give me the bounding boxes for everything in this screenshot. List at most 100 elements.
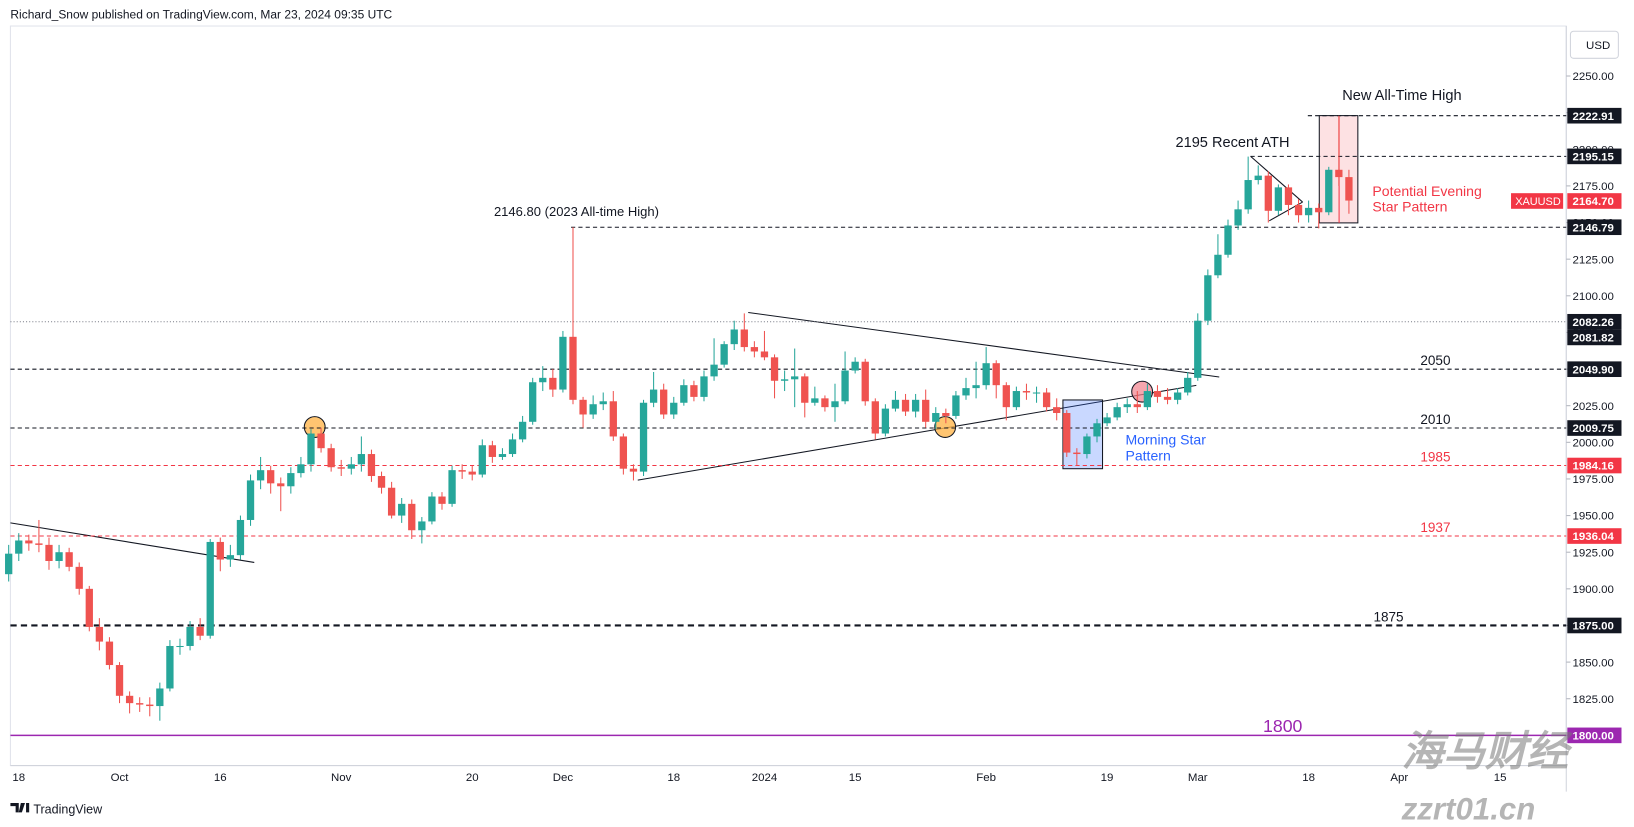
price-tag bbox=[1567, 727, 1622, 744]
header: Richard_Snow published on TradingView.co… bbox=[10, 8, 392, 22]
candle-body bbox=[952, 395, 960, 416]
y-tick-label: 2175.00 bbox=[1573, 181, 1614, 193]
candle-body bbox=[95, 626, 104, 642]
price-tag-label: 2081.82 bbox=[1573, 333, 1614, 345]
candle-body bbox=[347, 464, 355, 469]
candle-body bbox=[831, 401, 839, 408]
x-tick-label: 19 bbox=[1101, 772, 1114, 784]
candle-body bbox=[125, 695, 134, 704]
price-tag bbox=[1567, 420, 1622, 436]
x-tick-label: 20 bbox=[466, 772, 479, 784]
candle-body bbox=[750, 347, 759, 352]
candle-body bbox=[629, 468, 638, 472]
candle-body bbox=[85, 588, 93, 627]
candle-body bbox=[680, 385, 688, 403]
candle-body bbox=[418, 521, 426, 531]
candle-body bbox=[660, 389, 668, 415]
candle-body bbox=[881, 408, 890, 434]
candle-body bbox=[599, 401, 607, 405]
candle-body bbox=[1012, 391, 1021, 408]
candle-body bbox=[1103, 417, 1111, 424]
y-tick-label: 2125.00 bbox=[1573, 254, 1614, 266]
footer: TradingView bbox=[33, 802, 103, 816]
price-tag bbox=[1567, 361, 1622, 378]
candle-body bbox=[186, 626, 194, 646]
candle-body bbox=[428, 496, 436, 522]
candle-body bbox=[45, 544, 53, 561]
candle-body bbox=[1315, 207, 1323, 213]
candle-body bbox=[146, 704, 154, 707]
x-tick-label: Dec bbox=[553, 772, 574, 784]
price-tag-label: 2222.91 bbox=[1573, 111, 1615, 123]
level-note: 2195 Recent ATH bbox=[1175, 135, 1289, 151]
price-tag bbox=[1567, 107, 1622, 124]
candle-body bbox=[972, 385, 980, 389]
candle-body bbox=[1153, 391, 1162, 397]
candle-body bbox=[730, 329, 738, 345]
candle-body bbox=[468, 471, 476, 475]
price-tag bbox=[1567, 313, 1622, 330]
price-tag-label: 1800.00 bbox=[1573, 731, 1614, 743]
y-tick-label: 1950.00 bbox=[1573, 511, 1614, 523]
candle-body bbox=[317, 433, 325, 449]
candle-body bbox=[297, 464, 305, 474]
candle-body bbox=[438, 496, 446, 504]
candle-body bbox=[992, 363, 1000, 386]
candle-body bbox=[1214, 254, 1222, 276]
price-tag-label: 2146.79 bbox=[1573, 222, 1614, 234]
price-tag-label: 1936.04 bbox=[1573, 531, 1615, 543]
price-tag-label: 2049.90 bbox=[1573, 364, 1614, 376]
candle-body bbox=[1063, 413, 1071, 453]
candle-body bbox=[287, 473, 295, 487]
candle-body bbox=[1173, 392, 1182, 400]
y-tick-label: 1900.00 bbox=[1573, 584, 1614, 596]
x-tick-label: 15 bbox=[849, 772, 862, 784]
x-tick-label: 18 bbox=[667, 772, 680, 784]
candle-body bbox=[1083, 436, 1091, 455]
candle-body bbox=[1184, 377, 1192, 393]
candle-body bbox=[821, 398, 829, 408]
candle-body bbox=[498, 454, 507, 457]
candle-body bbox=[740, 329, 748, 348]
candle-body bbox=[1113, 407, 1121, 418]
candle-body bbox=[1143, 391, 1152, 408]
x-tick-label: Oct bbox=[111, 772, 130, 784]
candle-body bbox=[811, 398, 819, 403]
x-tick-label: Nov bbox=[331, 772, 352, 784]
candle-body bbox=[891, 399, 900, 409]
candle-body bbox=[377, 476, 386, 488]
x-tick-label: Mar bbox=[1188, 772, 1208, 784]
candle-body bbox=[1163, 396, 1172, 400]
candle-body bbox=[1284, 187, 1293, 205]
x-tick-label: Apr bbox=[1390, 772, 1408, 784]
candle-body bbox=[922, 399, 930, 422]
candle-body bbox=[55, 552, 63, 561]
candle-body bbox=[5, 553, 13, 575]
pattern-note: Morning Star bbox=[1125, 432, 1206, 448]
price-tag bbox=[1567, 457, 1622, 474]
price-tag-label: 1875.00 bbox=[1573, 621, 1614, 633]
candle-body bbox=[609, 401, 617, 437]
currency-box[interactable] bbox=[1569, 30, 1619, 59]
x-tick-label: 18 bbox=[12, 772, 25, 784]
x-tick-label: 15 bbox=[1494, 772, 1507, 784]
price-tag bbox=[1567, 193, 1622, 209]
candle-body bbox=[1073, 452, 1081, 455]
y-tick-label: 1975.00 bbox=[1573, 474, 1614, 486]
pattern-note: Star Pattern bbox=[1372, 198, 1447, 214]
candle-body bbox=[1264, 175, 1272, 211]
x-tick-label: 18 bbox=[1302, 772, 1315, 784]
x-tick-label: 16 bbox=[214, 772, 227, 784]
y-tick-label: 2000.00 bbox=[1573, 437, 1614, 449]
watermark: zzrt01.cn bbox=[1401, 792, 1536, 827]
y-tick-label: 2100.00 bbox=[1573, 291, 1614, 303]
candle-body bbox=[549, 377, 557, 390]
y-tick-label: 2250.00 bbox=[1573, 71, 1614, 83]
candle-body bbox=[932, 413, 940, 422]
price-tags: 2222.91 2195.15 2164.70 XAUUSD 2146.79 2082.2… bbox=[1511, 107, 1622, 744]
candles bbox=[5, 115, 1353, 721]
level-note: 2146.80 (2023 All-time High) bbox=[494, 204, 659, 219]
x-tick-label: Feb bbox=[976, 772, 996, 784]
